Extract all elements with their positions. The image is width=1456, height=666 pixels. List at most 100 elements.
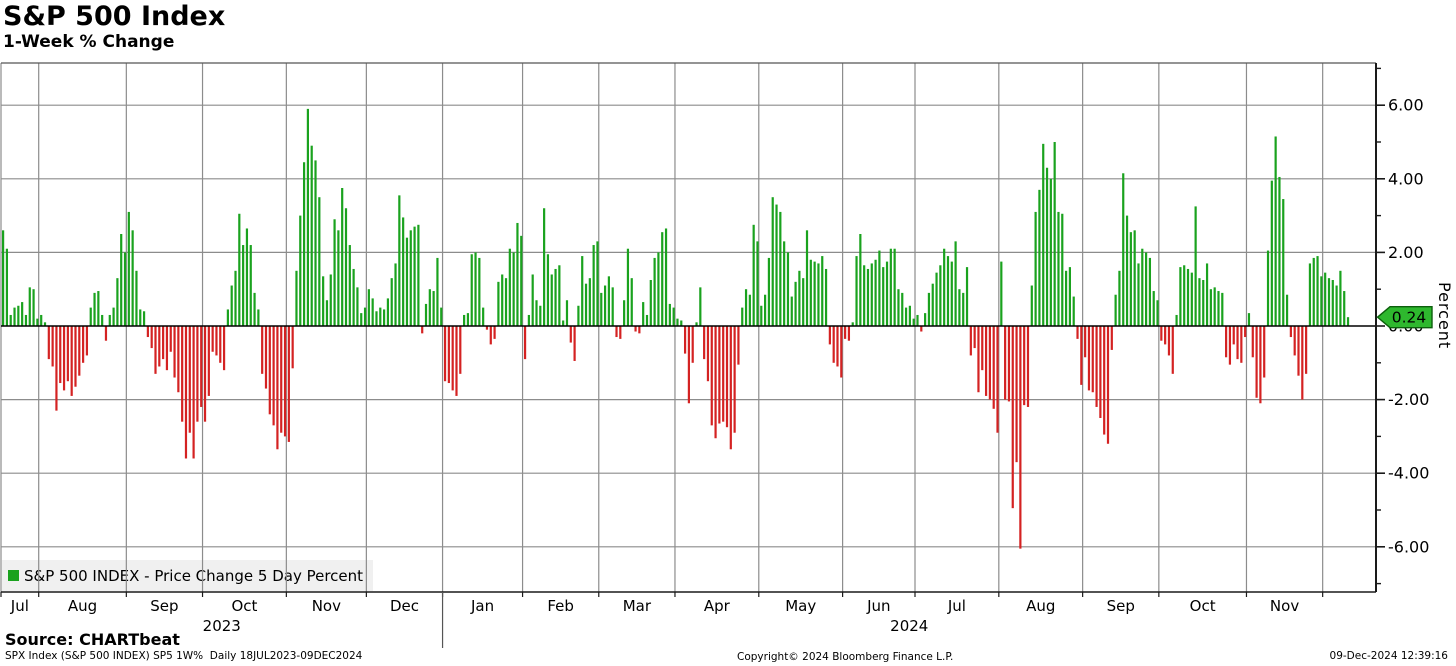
- bar-up: [581, 256, 584, 326]
- bar-down: [1244, 326, 1247, 338]
- bar-down: [1297, 326, 1300, 376]
- bar-down: [1232, 326, 1235, 345]
- bar-up: [1148, 257, 1152, 326]
- bar-down: [489, 326, 492, 345]
- bar-up: [699, 287, 702, 326]
- bar-down: [192, 326, 195, 459]
- bar-down: [200, 326, 203, 407]
- bar-down: [455, 326, 458, 396]
- bar-down: [718, 326, 721, 424]
- y-tick-label: 4.00: [1388, 169, 1424, 188]
- bar-up: [649, 280, 652, 326]
- bar-up: [882, 267, 885, 326]
- timestamp-text: 09-Dec-2024 12:39:16: [1329, 650, 1448, 662]
- bar-up: [546, 254, 550, 326]
- bar-up: [771, 197, 774, 326]
- bar-up: [318, 197, 321, 326]
- bar-up: [123, 252, 127, 326]
- bar-down: [634, 326, 637, 332]
- bar-down: [683, 326, 687, 354]
- bar-up: [657, 252, 660, 326]
- bar-down: [184, 326, 188, 459]
- month-label: Jul: [10, 597, 29, 615]
- month-label: Sep: [150, 597, 178, 615]
- y-axis-title: Percent: [1435, 282, 1454, 350]
- last-value-badge: [1376, 305, 1433, 329]
- bar-up: [230, 285, 233, 326]
- bar-up: [1320, 276, 1323, 326]
- bar-down: [638, 326, 641, 334]
- bar-up: [375, 311, 378, 326]
- bar-up: [337, 230, 340, 326]
- bar-up: [1278, 176, 1281, 326]
- bar-down: [173, 326, 176, 378]
- bar-up: [642, 302, 645, 326]
- bar-down: [984, 326, 988, 396]
- bar-up: [352, 268, 355, 326]
- month-label: Aug: [68, 597, 97, 615]
- bar-up: [28, 287, 31, 326]
- bar-up: [954, 241, 957, 326]
- bar-up: [1247, 313, 1251, 326]
- year-label: 2023: [203, 617, 241, 635]
- legend[interactable]: S&P 500 INDEX - Price Change 5 Day Perce…: [2, 560, 374, 591]
- bar-down: [1110, 326, 1113, 350]
- bar-down: [165, 326, 169, 371]
- bar-up: [245, 228, 249, 326]
- bar-down: [1225, 326, 1228, 358]
- bar-up: [1274, 136, 1277, 326]
- bar-up: [1152, 291, 1155, 326]
- bar-up: [821, 256, 824, 326]
- bar-up: [558, 265, 561, 326]
- bar-up: [409, 230, 412, 326]
- bar-up: [1183, 265, 1186, 326]
- bar-up: [931, 283, 934, 326]
- bar-up: [1133, 230, 1136, 326]
- bar-up: [1137, 263, 1140, 326]
- bar-up: [695, 322, 698, 326]
- bar-up: [607, 276, 610, 326]
- bar-down: [710, 326, 713, 426]
- bar-up: [463, 314, 466, 326]
- bar-down: [85, 326, 89, 356]
- bar-up: [36, 318, 39, 326]
- bar-up: [1068, 267, 1071, 326]
- bar-up: [790, 296, 793, 326]
- bar-up: [2, 230, 5, 326]
- bar-up: [645, 314, 649, 326]
- bar-up: [474, 252, 477, 326]
- bar-up: [329, 274, 332, 326]
- bar-up: [17, 305, 20, 326]
- bar-up: [402, 217, 405, 326]
- bar-up: [1285, 294, 1289, 326]
- bar-up: [924, 313, 927, 326]
- bar-up: [5, 248, 9, 326]
- page-subtitle: 1-Week % Change: [3, 31, 175, 52]
- bar-down: [1289, 326, 1292, 338]
- bar-down: [1099, 326, 1102, 418]
- bar-down: [154, 326, 157, 374]
- bar-up: [775, 204, 778, 326]
- bar-up: [756, 241, 759, 326]
- bar-up: [1061, 213, 1064, 326]
- bar-up: [40, 314, 43, 326]
- month-label: Jan: [470, 597, 494, 615]
- bar-down: [276, 326, 279, 450]
- bar-down: [443, 326, 447, 382]
- bar-up: [1205, 263, 1209, 326]
- bar-down: [222, 326, 226, 371]
- bar-down: [840, 326, 843, 378]
- bar-down: [981, 326, 984, 371]
- bar-down: [162, 326, 165, 360]
- legend-label: S&P 500 INDEX - Price Change 5 Day Perce…: [24, 566, 364, 585]
- bar-up: [101, 314, 104, 326]
- chart-header: S&P 500 Index 1-Week % Change: [3, 2, 225, 52]
- bar-up: [912, 318, 915, 326]
- bar-up: [885, 261, 889, 326]
- bar-down: [1236, 326, 1239, 360]
- bar-down: [569, 326, 572, 343]
- month-label: Sep: [1107, 597, 1135, 615]
- bar-down: [1087, 326, 1091, 391]
- y-tick-label: 2.00: [1388, 243, 1424, 262]
- bar-down: [196, 326, 199, 422]
